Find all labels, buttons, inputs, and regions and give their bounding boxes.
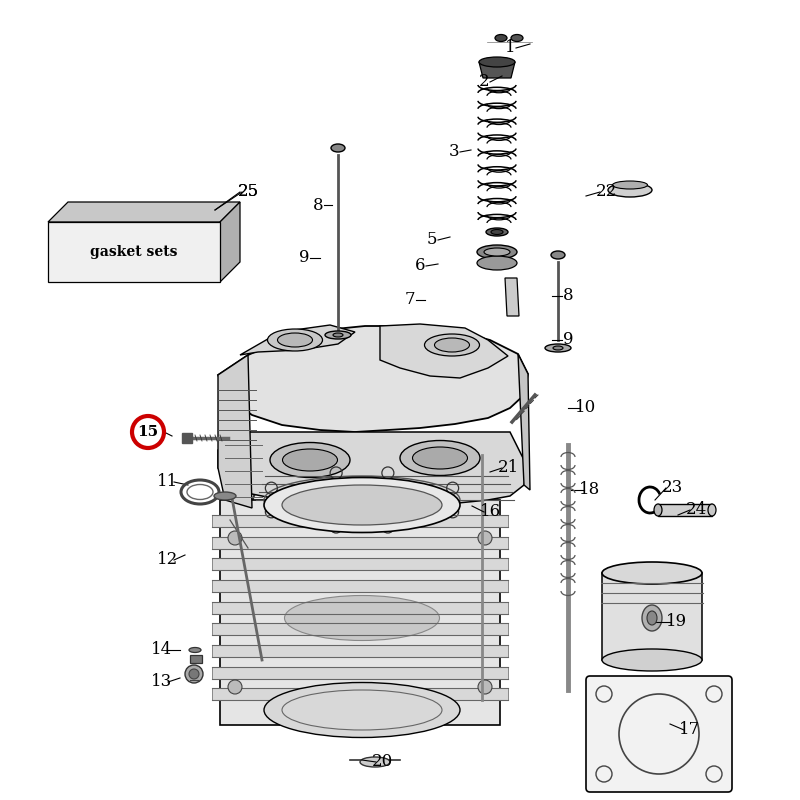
- Ellipse shape: [264, 478, 460, 533]
- Polygon shape: [658, 504, 712, 516]
- Text: 25: 25: [238, 183, 258, 201]
- Polygon shape: [48, 222, 220, 282]
- Polygon shape: [48, 202, 240, 222]
- Text: 13: 13: [151, 674, 173, 690]
- Polygon shape: [212, 558, 508, 570]
- Ellipse shape: [278, 333, 313, 347]
- Ellipse shape: [553, 346, 563, 350]
- Text: 16: 16: [479, 503, 501, 521]
- Ellipse shape: [708, 504, 716, 516]
- Polygon shape: [602, 573, 702, 660]
- Ellipse shape: [333, 333, 343, 337]
- Text: 5: 5: [426, 231, 438, 249]
- Circle shape: [228, 531, 242, 545]
- Ellipse shape: [654, 504, 662, 516]
- Text: 2: 2: [478, 74, 490, 90]
- Polygon shape: [182, 433, 192, 443]
- Polygon shape: [505, 278, 519, 316]
- Text: 7: 7: [405, 291, 415, 309]
- Ellipse shape: [545, 344, 571, 352]
- Circle shape: [228, 680, 242, 694]
- Ellipse shape: [477, 245, 517, 259]
- Ellipse shape: [613, 181, 647, 189]
- Ellipse shape: [325, 331, 351, 339]
- Polygon shape: [212, 515, 508, 527]
- Text: 8: 8: [313, 197, 323, 214]
- Ellipse shape: [285, 595, 439, 641]
- Ellipse shape: [264, 682, 460, 738]
- Text: 12: 12: [158, 551, 178, 569]
- Ellipse shape: [253, 469, 471, 531]
- Ellipse shape: [479, 57, 515, 67]
- Ellipse shape: [214, 492, 236, 500]
- Text: 8: 8: [562, 287, 574, 305]
- Ellipse shape: [484, 248, 510, 256]
- Text: 15: 15: [138, 425, 158, 439]
- Ellipse shape: [413, 447, 467, 469]
- Ellipse shape: [477, 256, 517, 270]
- Circle shape: [185, 665, 203, 683]
- Polygon shape: [212, 602, 508, 614]
- Ellipse shape: [602, 562, 702, 584]
- Ellipse shape: [400, 441, 480, 475]
- Polygon shape: [212, 666, 508, 678]
- Text: gasket sets: gasket sets: [90, 245, 178, 259]
- Ellipse shape: [189, 647, 201, 653]
- Circle shape: [132, 416, 164, 448]
- Text: 20: 20: [371, 754, 393, 770]
- Polygon shape: [220, 202, 240, 282]
- Text: 1: 1: [505, 39, 515, 57]
- Polygon shape: [212, 580, 508, 592]
- Text: 14: 14: [151, 642, 173, 658]
- Text: 9: 9: [562, 331, 574, 349]
- Circle shape: [189, 669, 199, 679]
- Ellipse shape: [608, 183, 652, 197]
- Text: 10: 10: [575, 399, 597, 417]
- Polygon shape: [212, 537, 508, 549]
- Polygon shape: [479, 62, 515, 78]
- Text: 19: 19: [666, 614, 686, 630]
- Text: 9: 9: [298, 250, 310, 266]
- Polygon shape: [220, 500, 500, 725]
- Polygon shape: [380, 324, 508, 378]
- Text: 17: 17: [679, 722, 701, 738]
- Text: 22: 22: [595, 183, 617, 201]
- Ellipse shape: [434, 338, 470, 352]
- Ellipse shape: [282, 485, 442, 525]
- Polygon shape: [190, 655, 202, 663]
- Ellipse shape: [511, 34, 523, 42]
- Ellipse shape: [486, 228, 508, 236]
- Ellipse shape: [270, 442, 350, 478]
- Polygon shape: [240, 325, 355, 355]
- Circle shape: [478, 680, 492, 694]
- Ellipse shape: [642, 605, 662, 631]
- Ellipse shape: [282, 449, 338, 471]
- Ellipse shape: [602, 649, 702, 671]
- Ellipse shape: [267, 329, 322, 351]
- Ellipse shape: [491, 230, 503, 234]
- Text: 25: 25: [238, 183, 258, 201]
- Polygon shape: [212, 645, 508, 657]
- Polygon shape: [212, 623, 508, 635]
- FancyBboxPatch shape: [586, 676, 732, 792]
- Ellipse shape: [551, 251, 565, 259]
- Polygon shape: [218, 355, 252, 508]
- Text: 21: 21: [498, 459, 518, 477]
- Ellipse shape: [360, 757, 390, 767]
- Text: 3: 3: [449, 143, 459, 161]
- Text: 6: 6: [414, 258, 426, 274]
- Polygon shape: [212, 688, 508, 700]
- Ellipse shape: [331, 144, 345, 152]
- Ellipse shape: [647, 611, 657, 625]
- Polygon shape: [518, 354, 530, 490]
- Circle shape: [478, 531, 492, 545]
- Text: 11: 11: [158, 474, 178, 490]
- Text: 18: 18: [579, 482, 601, 498]
- Text: 24: 24: [686, 502, 706, 518]
- Polygon shape: [218, 432, 528, 508]
- Ellipse shape: [495, 34, 507, 42]
- Ellipse shape: [425, 334, 479, 356]
- Text: 23: 23: [662, 479, 682, 497]
- Polygon shape: [218, 326, 528, 432]
